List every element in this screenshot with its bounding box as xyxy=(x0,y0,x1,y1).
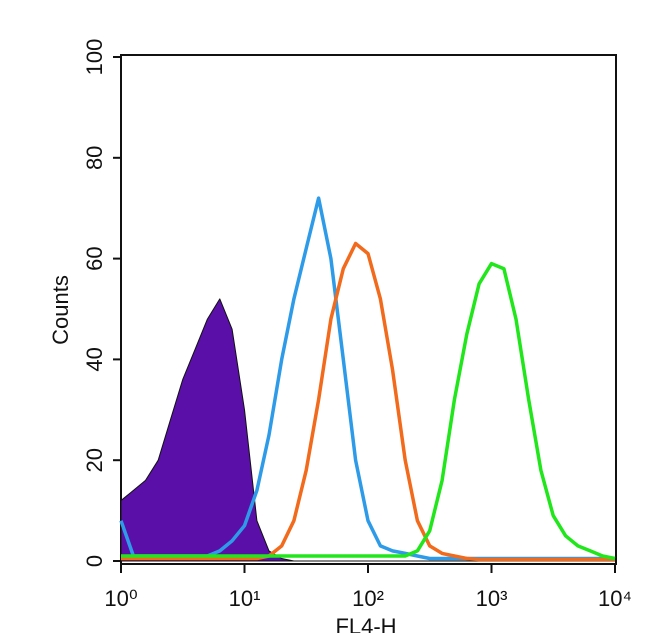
histogram-line xyxy=(121,241,615,562)
x-tick-label: 10¹ xyxy=(229,586,261,611)
y-tick-label: 100 xyxy=(82,39,107,76)
x-tick-label: 10⁴ xyxy=(598,586,632,611)
x-tick-label: 10³ xyxy=(476,586,508,611)
y-tick-label: 40 xyxy=(82,347,107,371)
x-tick-label: 10² xyxy=(352,586,384,611)
x-axis-label: FL4-H xyxy=(335,614,396,633)
y-tick-label: 80 xyxy=(82,146,107,170)
y-tick-label: 60 xyxy=(82,246,107,270)
x-tick-label: 10⁰ xyxy=(104,586,137,611)
y-axis-label: Counts xyxy=(48,275,73,345)
y-tick-label: 0 xyxy=(82,555,107,567)
histogram-line xyxy=(121,261,616,561)
y-tick-label: 20 xyxy=(82,448,107,472)
